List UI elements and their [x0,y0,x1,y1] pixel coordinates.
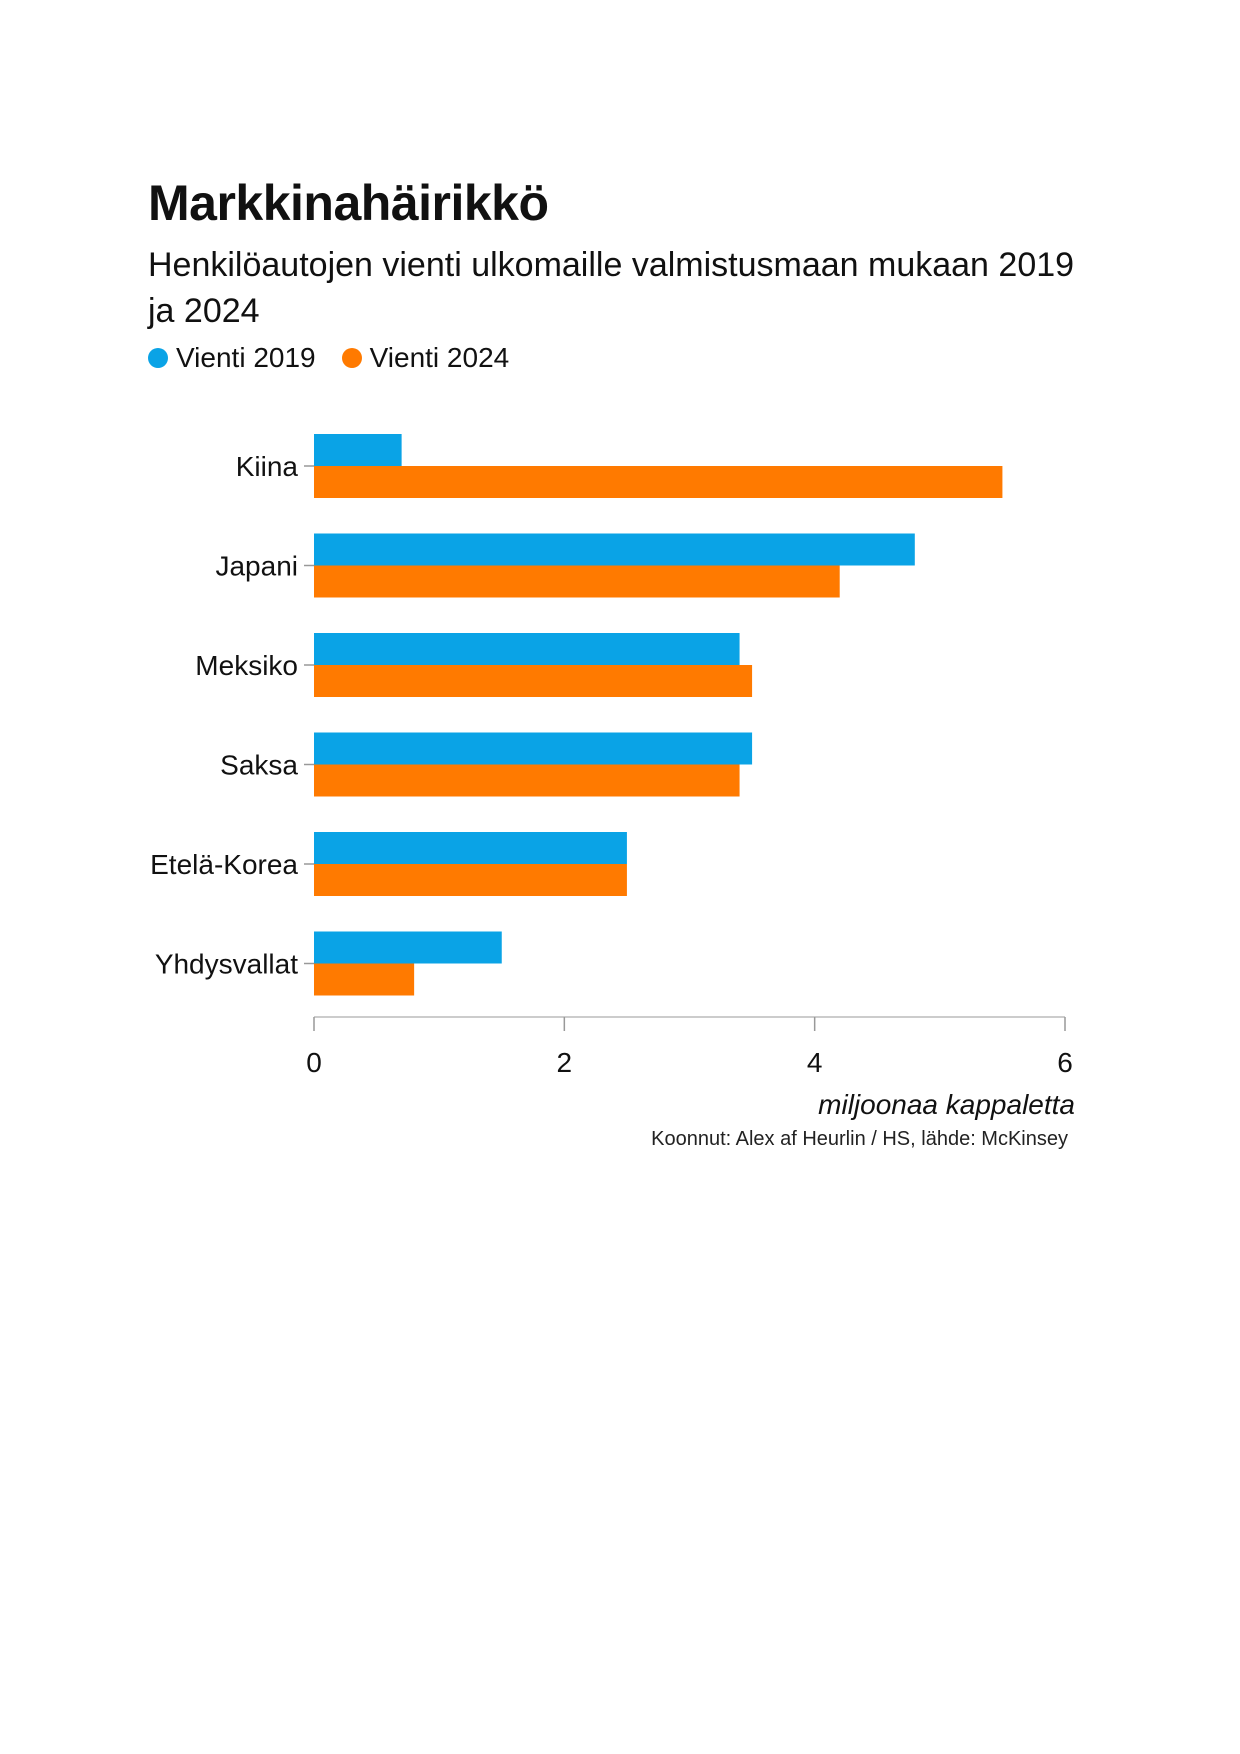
category-label-yhdysvallat: Yhdysvallat [155,949,298,980]
bar-japani-vienti-2024 [314,565,840,598]
bar-japani-vienti-2019 [314,533,915,566]
bar-meksiko-vienti-2019 [314,633,740,665]
bar-yhdysvallat-vienti-2019 [314,931,502,964]
legend-item-2019: Vienti 2019 [148,342,316,374]
source-credit: Koonnut: Alex af Heurlin / HS, lähde: Mc… [651,1128,1068,1150]
category-label-etela-korea: Etelä-Korea [150,849,298,880]
bar-kiina-vienti-2024 [314,466,1003,498]
category-label-meksiko: Meksiko [195,650,298,681]
bar-kiina-vienti-2019 [314,434,402,466]
chart-subtitle: Henkilöautojen vienti ulkomaille valmist… [148,246,1075,330]
legend-swatch-2019 [148,348,168,368]
x-tick-label-2: 2 [557,1047,573,1078]
legend-label-2019: Vienti 2019 [176,342,316,373]
category-label-kiina: Kiina [236,451,299,482]
legend-label-2024: Vienti 2024 [369,342,510,373]
category-label-japani: Japani [215,551,298,582]
bar-etela-korea-vienti-2024 [314,864,627,896]
bar-saksa-vienti-2019 [314,732,753,765]
x-tick-label-0: 0 [306,1047,322,1078]
legend-swatch-2024 [341,348,362,368]
chart-title: Markkinahäirikkö [148,175,549,231]
x-tick-label-4: 4 [807,1047,823,1078]
x-tick-label-6: 6 [1057,1047,1073,1078]
bar-saksa-vienti-2024 [314,764,740,797]
legend: Vienti 2019 Vienti 2024 [148,342,535,374]
bar-etela-korea-vienti-2019 [314,832,627,864]
legend-item-2024: Vienti 2024 [341,342,510,374]
bar-yhdysvallat-vienti-2024 [314,963,415,996]
x-axis-title: miljoonaa kappaletta [818,1089,1075,1120]
bar-meksiko-vienti-2024 [314,665,753,697]
bar-chart: Kiina Japani Meksiko Saksa Etelä-Korea Yhdysv… [150,434,1075,1120]
category-label-saksa: Saksa [220,750,298,781]
